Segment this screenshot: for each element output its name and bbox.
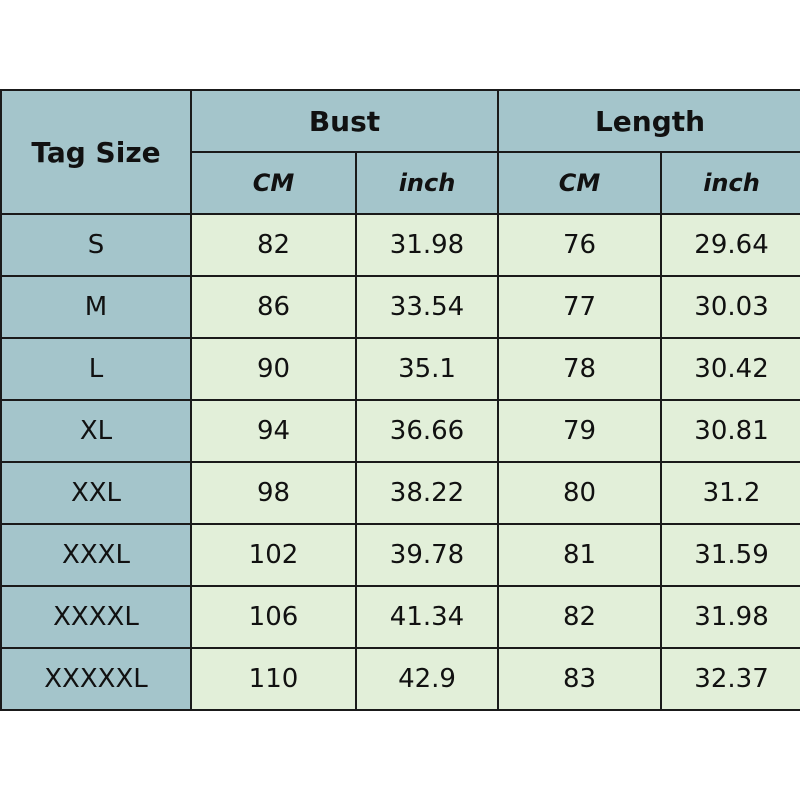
bust-inch-cell: 33.54 [354,275,500,339]
header-bust-inch: inch [354,151,500,215]
length-inch-cell: 30.42 [660,337,800,401]
size-cell: XXL [0,461,192,525]
header-length-cm: CM [497,151,663,215]
size-cell: XXXXL [0,585,192,649]
bust-inch-cell: 31.98 [354,213,500,277]
table-row: XXXXL 106 41.34 82 31.98 [0,585,800,649]
length-inch-cell: 31.98 [660,585,800,649]
length-inch-cell: 32.37 [660,647,800,711]
bust-cm-cell: 94 [190,399,357,463]
bust-cm-cell: 86 [190,275,357,339]
bust-inch-cell: 42.9 [354,647,500,711]
bust-cm-cell: 110 [190,647,357,711]
size-cell: L [0,337,192,401]
length-cm-cell: 81 [497,523,663,587]
length-inch-cell: 31.2 [660,461,800,525]
size-cell: XXXL [0,523,192,587]
length-cm-cell: 77 [497,275,663,339]
length-inch-cell: 31.59 [660,523,800,587]
length-cm-cell: 76 [497,213,663,277]
bust-inch-cell: 38.22 [354,461,500,525]
table-row: XXL 98 38.22 80 31.2 [0,461,800,525]
header-length: Length [497,89,800,153]
header-tag-size: Tag Size [0,89,192,215]
bust-cm-cell: 106 [190,585,357,649]
bust-cm-cell: 102 [190,523,357,587]
bust-cm-cell: 82 [190,213,357,277]
length-inch-cell: 30.03 [660,275,800,339]
length-inch-cell: 29.64 [660,213,800,277]
table-row: XL 94 36.66 79 30.81 [0,399,800,463]
table-row: S 82 31.98 76 29.64 [0,213,800,277]
table-row: XXXXXL 110 42.9 83 32.37 [0,647,800,711]
length-cm-cell: 79 [497,399,663,463]
table-row: XXXL 102 39.78 81 31.59 [0,523,800,587]
size-chart-table: Tag Size Bust Length CM inch CM inch S 82… [0,89,800,711]
header-bust-cm: CM [190,151,357,215]
length-cm-cell: 78 [497,337,663,401]
header-bust: Bust [189,89,500,153]
bust-inch-cell: 39.78 [354,523,500,587]
length-cm-cell: 80 [497,461,663,525]
size-cell: M [0,275,192,339]
size-cell: S [0,213,192,277]
size-cell: XXXXXL [0,647,192,711]
header-length-inch: inch [660,151,800,215]
bust-inch-cell: 35.1 [354,337,500,401]
length-cm-cell: 83 [497,647,663,711]
table-row: M 86 33.54 77 30.03 [0,275,800,339]
bust-cm-cell: 98 [190,461,357,525]
bust-inch-cell: 41.34 [354,585,500,649]
bust-inch-cell: 36.66 [354,399,500,463]
size-cell: XL [0,399,192,463]
table-row: L 90 35.1 78 30.42 [0,337,800,401]
bust-cm-cell: 90 [190,337,357,401]
length-inch-cell: 30.81 [660,399,800,463]
length-cm-cell: 82 [497,585,663,649]
